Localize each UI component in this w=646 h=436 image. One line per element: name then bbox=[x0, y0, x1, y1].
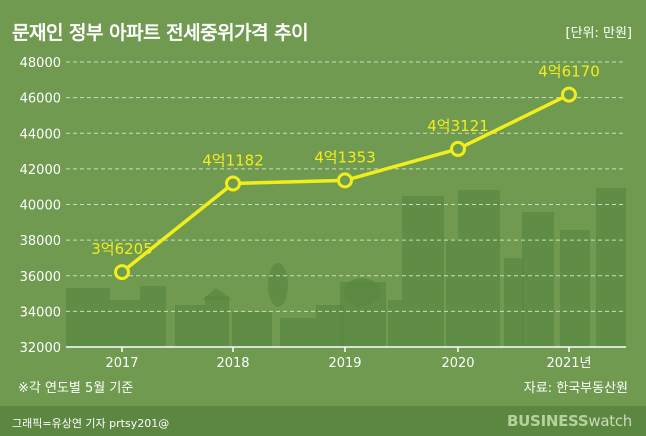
building-shape bbox=[205, 296, 229, 348]
axes: 32000 34000 36000 38000 40000 42000 44000 46000… bbox=[20, 56, 626, 371]
brand-logo: BUSINESSwatch bbox=[507, 412, 632, 430]
building-shape bbox=[522, 212, 554, 348]
footnote: ※각 연도별 5월 기준 bbox=[18, 381, 134, 396]
tree-shape bbox=[344, 278, 380, 306]
chart-title: 문재인 정부 아파트 전세중위가격 추이 bbox=[12, 22, 309, 44]
building-shape bbox=[504, 258, 524, 348]
data-label: 4억3121 bbox=[427, 117, 489, 135]
background-buildings bbox=[66, 188, 626, 348]
roof-shape bbox=[202, 288, 232, 300]
building-shape bbox=[560, 230, 590, 348]
data-point bbox=[561, 86, 577, 103]
building-shape bbox=[232, 312, 272, 348]
building-shape bbox=[175, 305, 205, 348]
building-shape bbox=[596, 188, 626, 348]
building-shape bbox=[280, 318, 316, 348]
building-shape bbox=[110, 300, 140, 348]
x-tick-label: 2019 bbox=[328, 356, 361, 371]
data-point bbox=[225, 175, 241, 192]
source-label: 자료: 한국부동산원 bbox=[523, 381, 628, 396]
building-shape bbox=[316, 305, 344, 348]
brand-light: watch bbox=[588, 412, 632, 430]
y-tick-label: 34000 bbox=[20, 305, 61, 320]
x-tick-label: 2017 bbox=[105, 356, 138, 371]
data-label: 4억1353 bbox=[314, 148, 376, 166]
series bbox=[114, 86, 577, 281]
data-label: 4억1182 bbox=[202, 151, 264, 169]
y-tick-label: 42000 bbox=[20, 163, 61, 178]
y-tick-label: 36000 bbox=[20, 270, 61, 285]
data-labels: 3억6205 4억1182 4억1353 4억3121 4억6170 bbox=[91, 63, 600, 259]
footer-bar bbox=[0, 406, 646, 436]
building-shape bbox=[458, 190, 500, 348]
brand-bold: BUSINESS bbox=[507, 412, 589, 430]
building-shape bbox=[66, 288, 110, 348]
x-tick-label: 2021년 bbox=[546, 356, 591, 371]
credit-text: 그래픽=유상연 기자 prtsy201@ bbox=[12, 417, 170, 430]
building-shape bbox=[140, 286, 166, 348]
x-tick-label: 2018 bbox=[216, 356, 249, 371]
y-tick-label: 38000 bbox=[20, 234, 61, 249]
y-tick-label: 44000 bbox=[20, 127, 61, 142]
data-point bbox=[337, 172, 353, 189]
data-label: 4억6170 bbox=[538, 63, 600, 81]
y-tick-label: 32000 bbox=[20, 341, 61, 356]
building-shape bbox=[388, 300, 402, 348]
unit-label: [단위: 만원] bbox=[565, 26, 633, 41]
tree-shape bbox=[268, 263, 288, 307]
data-label: 3억6205 bbox=[91, 240, 153, 258]
y-tick-label: 48000 bbox=[20, 56, 61, 71]
data-point bbox=[114, 264, 130, 281]
data-point bbox=[450, 140, 466, 157]
x-tick-label: 2020 bbox=[441, 356, 474, 371]
y-tick-label: 46000 bbox=[20, 92, 61, 107]
building-shape bbox=[402, 196, 444, 348]
building-shape bbox=[446, 240, 458, 348]
y-tick-label: 40000 bbox=[20, 199, 61, 214]
